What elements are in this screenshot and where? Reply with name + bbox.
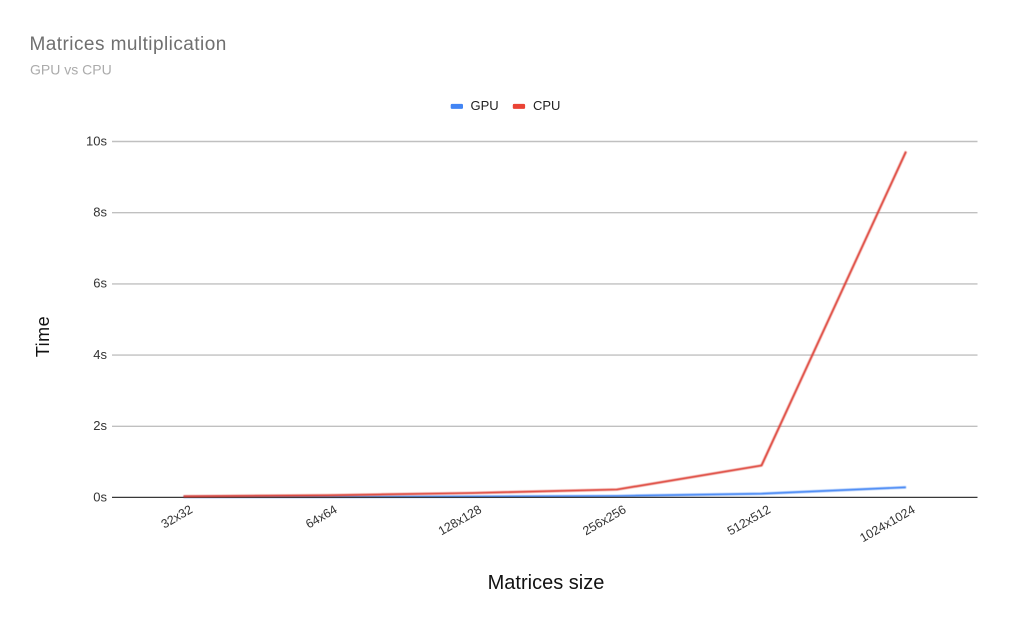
- svg-text:Time: Time: [33, 316, 53, 357]
- svg-text:CPU: CPU: [533, 98, 560, 113]
- svg-text:8s: 8s: [93, 205, 107, 220]
- svg-text:GPU vs CPU: GPU vs CPU: [30, 62, 112, 78]
- svg-text:2s: 2s: [93, 418, 107, 433]
- svg-text:Matrices size: Matrices size: [488, 572, 605, 594]
- svg-text:4s: 4s: [93, 347, 107, 362]
- svg-text:0s: 0s: [93, 489, 107, 504]
- svg-text:10s: 10s: [86, 133, 107, 148]
- svg-text:6s: 6s: [93, 276, 107, 291]
- svg-text:GPU: GPU: [471, 98, 499, 113]
- svg-text:Matrices multiplication: Matrices multiplication: [30, 34, 227, 55]
